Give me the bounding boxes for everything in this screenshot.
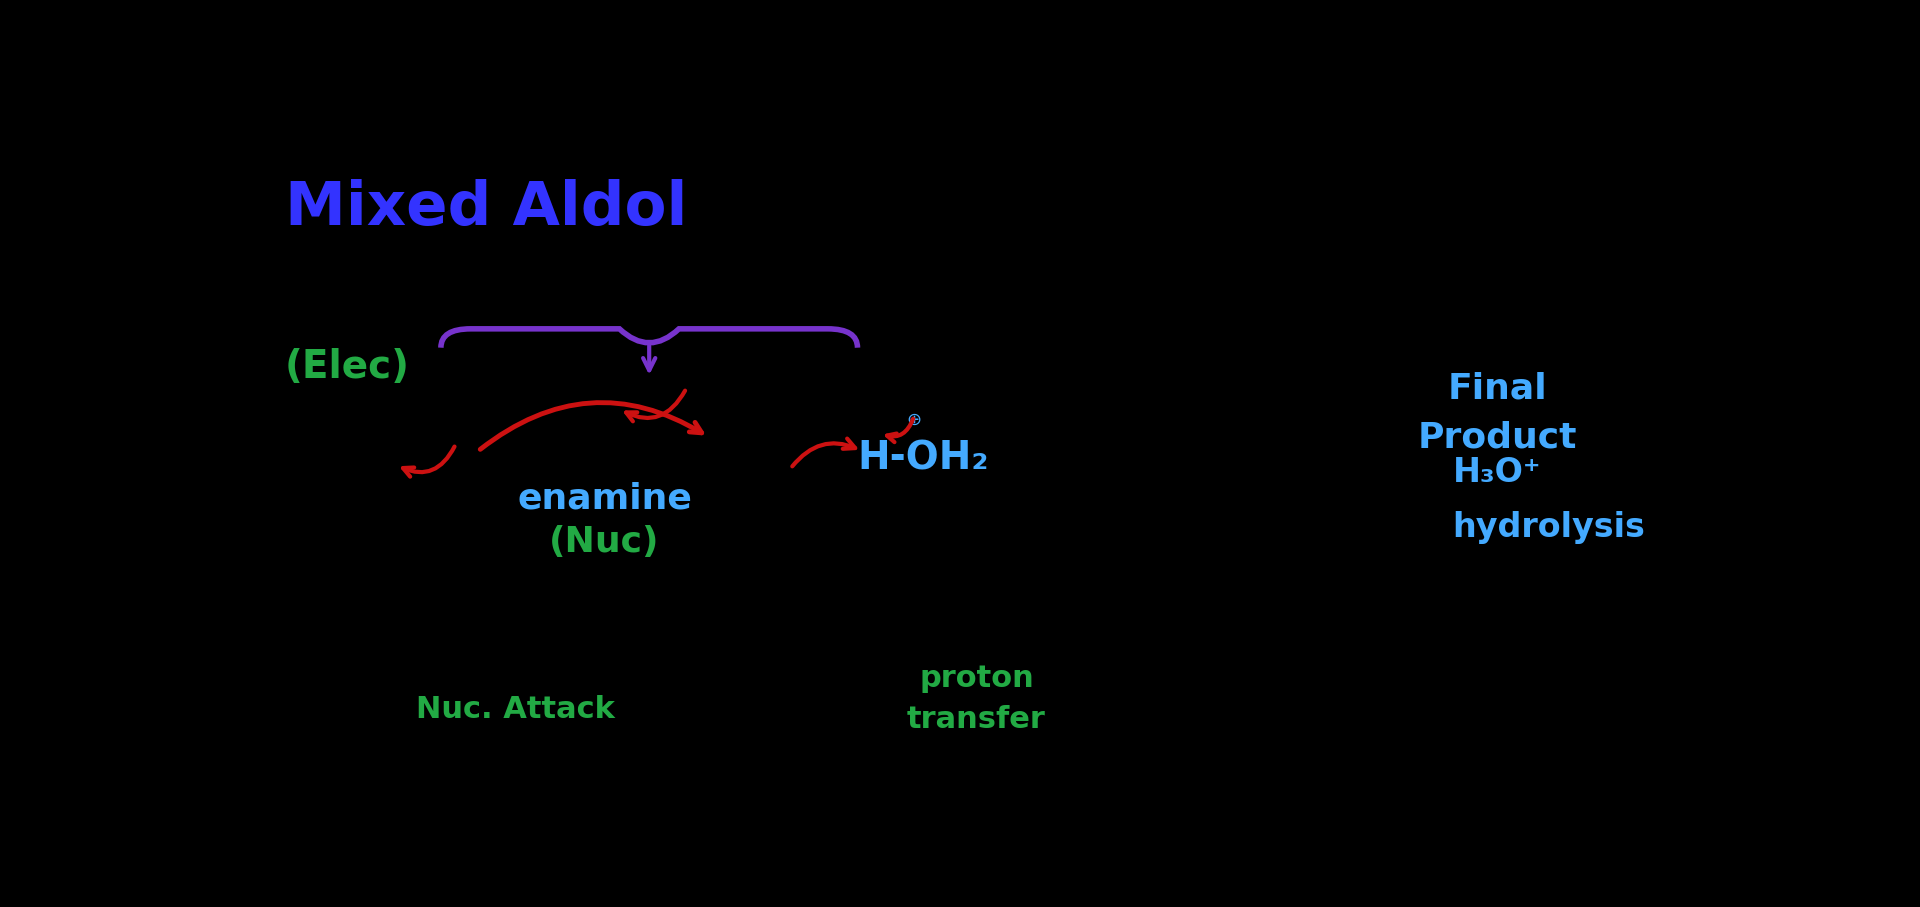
Text: H₃O⁺: H₃O⁺ (1453, 455, 1542, 489)
Text: Mixed Aldol: Mixed Aldol (284, 179, 687, 238)
Text: ⊕: ⊕ (906, 411, 922, 429)
Text: (Elec): (Elec) (284, 348, 409, 386)
Text: hydrolysis: hydrolysis (1453, 512, 1645, 544)
Text: enamine: enamine (516, 482, 691, 515)
Text: Nuc. Attack: Nuc. Attack (417, 695, 614, 724)
Text: (Nuc): (Nuc) (549, 525, 660, 559)
Text: Product: Product (1417, 420, 1576, 454)
Text: proton: proton (920, 664, 1035, 693)
Text: H-OH₂: H-OH₂ (858, 439, 989, 477)
Text: transfer: transfer (906, 706, 1046, 735)
Text: Final: Final (1448, 371, 1548, 405)
